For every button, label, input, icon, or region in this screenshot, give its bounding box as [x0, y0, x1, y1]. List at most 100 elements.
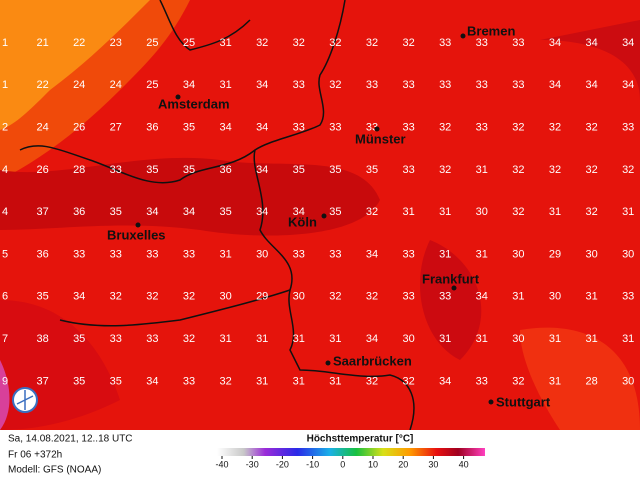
grid-value: 30 [256, 248, 268, 260]
grid-value: 30 [622, 375, 634, 387]
grid-value: 31 [622, 206, 634, 218]
grid-value: 33 [512, 37, 524, 49]
grid-value: 31 [585, 333, 597, 345]
grid-value: 32 [622, 164, 634, 176]
city-label: Amsterdam [158, 96, 230, 111]
grid-value: 31 [439, 248, 451, 260]
grid-value: 33 [366, 79, 378, 91]
grid-value: 31 [439, 333, 451, 345]
grid-value: 33 [146, 333, 158, 345]
grid-value: 34 [366, 248, 378, 260]
grid-value: 32 [146, 291, 158, 303]
grid-value: 21 [36, 37, 48, 49]
grid-value: 30 [293, 291, 305, 303]
grid-value: 33 [73, 248, 85, 260]
grid-value: 28 [585, 375, 597, 387]
grid-value: 32 [585, 206, 597, 218]
grid-value: 31 [439, 206, 451, 218]
grid-value: 32 [585, 164, 597, 176]
city-label: Bremen [467, 23, 515, 38]
grid-value: 32 [512, 206, 524, 218]
legend-title: Höchsttemperatur [°C] [307, 434, 414, 445]
temperature-field [0, 0, 640, 430]
grid-value: 32 [549, 164, 561, 176]
grid-value: 32 [512, 164, 524, 176]
grid-value: 22 [73, 37, 85, 49]
grid-value: 32 [219, 375, 231, 387]
grid-value: 1 [2, 37, 8, 49]
grid-value: 34 [146, 375, 158, 387]
grid-value: 24 [36, 122, 48, 134]
grid-value: 1 [2, 79, 8, 91]
legend-tick-label: 10 [368, 459, 378, 469]
grid-value: 26 [73, 122, 85, 134]
grid-value: 31 [219, 37, 231, 49]
grid-value: 30 [512, 333, 524, 345]
legend-ticks: -40 -30 -20 -10 0 10 20 30 40 [215, 456, 469, 469]
city-dot [321, 213, 327, 219]
grid-value: 33 [110, 164, 122, 176]
grid-value: 35 [219, 206, 231, 218]
grid-value: 31 [402, 206, 414, 218]
grid-value: 25 [183, 37, 195, 49]
grid-value: 32 [256, 37, 268, 49]
date-label: Sa, 14.08.2021, 12..18 UTC [8, 434, 133, 445]
grid-value: 34 [256, 164, 268, 176]
grid-value: 34 [549, 37, 561, 49]
grid-value: 34 [622, 79, 634, 91]
grid-value: 31 [256, 333, 268, 345]
grid-value: 31 [293, 333, 305, 345]
grid-value: 31 [329, 333, 341, 345]
colorbar [217, 448, 485, 456]
grid-value: 33 [402, 291, 414, 303]
grid-value: 36 [146, 122, 158, 134]
city-dot [135, 222, 141, 228]
grid-value: 32 [439, 164, 451, 176]
grid-value: 28 [73, 164, 85, 176]
grid-value: 33 [402, 248, 414, 260]
city-label: Saarbrücken [333, 353, 412, 368]
grid-value: 31 [476, 248, 488, 260]
grid-value: 34 [219, 122, 231, 134]
grid-value: 35 [183, 122, 195, 134]
grid-value: 31 [549, 333, 561, 345]
grid-value: 32 [402, 375, 414, 387]
grid-value: 33 [512, 79, 524, 91]
grid-value: 31 [293, 375, 305, 387]
grid-value: 25 [146, 37, 158, 49]
grid-value: 33 [402, 79, 414, 91]
grid-value: 30 [622, 248, 634, 260]
grid-value: 35 [73, 375, 85, 387]
grid-value: 38 [36, 333, 48, 345]
grid-value: 32 [183, 333, 195, 345]
grid-value: 25 [146, 79, 158, 91]
grid-value: 33 [329, 122, 341, 134]
grid-value: 23 [110, 37, 122, 49]
grid-value: 33 [146, 248, 158, 260]
grid-value: 34 [183, 206, 195, 218]
grid-value: 30 [219, 291, 231, 303]
grid-value: 32 [293, 37, 305, 49]
grid-value: 31 [329, 375, 341, 387]
grid-value: 33 [439, 79, 451, 91]
grid-value: 34 [256, 122, 268, 134]
grid-value: 34 [73, 291, 85, 303]
grid-value: 35 [146, 164, 158, 176]
grid-value: 32 [585, 122, 597, 134]
city-dot [374, 126, 380, 132]
grid-value: 31 [476, 333, 488, 345]
grid-value: 29 [256, 291, 268, 303]
grid-value: 32 [439, 122, 451, 134]
grid-value: 32 [366, 37, 378, 49]
legend-tick-label: -10 [306, 459, 319, 469]
grid-value: 32 [329, 37, 341, 49]
model-label: Modell: GFS (NOAA) [8, 465, 101, 476]
legend-tick-label: 30 [428, 459, 438, 469]
grid-value: 33 [439, 291, 451, 303]
grid-value: 35 [183, 164, 195, 176]
grid-value: 33 [183, 375, 195, 387]
grid-value: 34 [256, 79, 268, 91]
grid-value: 31 [585, 291, 597, 303]
grid-value: 4 [2, 164, 8, 176]
